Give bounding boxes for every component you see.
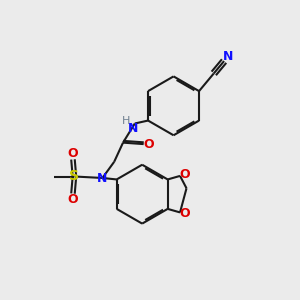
Text: O: O (179, 207, 190, 220)
Text: O: O (68, 147, 78, 160)
Text: N: N (128, 122, 139, 135)
Text: N: N (97, 172, 107, 185)
Text: H: H (122, 116, 131, 126)
Text: O: O (68, 193, 78, 206)
Text: O: O (144, 138, 154, 151)
Text: N: N (223, 50, 233, 63)
Text: S: S (69, 169, 79, 184)
Text: O: O (179, 168, 190, 181)
